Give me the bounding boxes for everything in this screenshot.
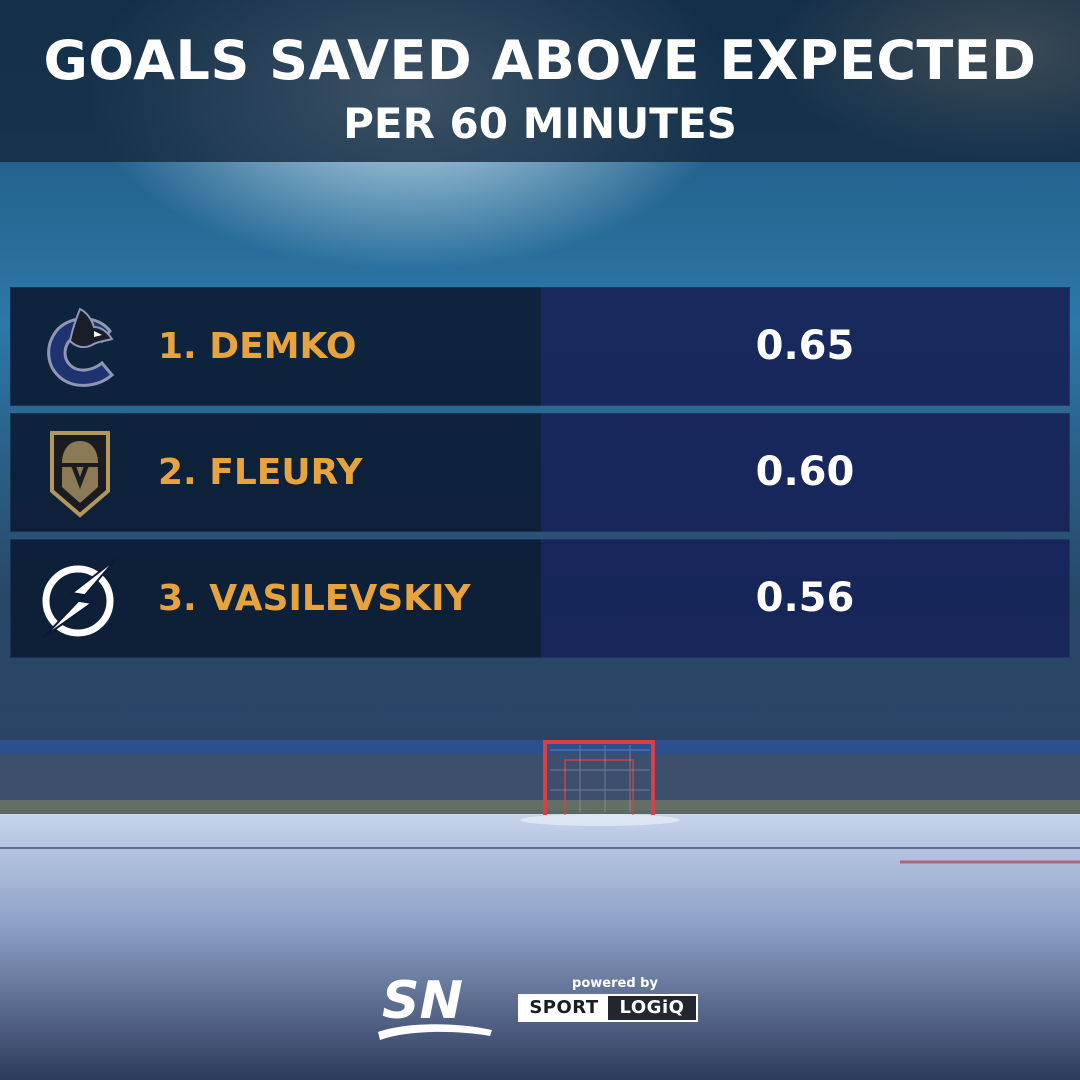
player-name: 1. DEMKO xyxy=(158,326,357,367)
table-row: 3. VASILEVSKIY 0.56 xyxy=(10,539,1070,658)
canucks-logo-icon xyxy=(32,301,128,393)
table-row: 2. FLEURY 0.60 xyxy=(10,413,1070,532)
header-banner: GOALS SAVED ABOVE EXPECTED PER 60 MINUTE… xyxy=(0,0,1080,162)
stat-value: 0.60 xyxy=(755,449,855,495)
table-row: 1. DEMKO 0.65 xyxy=(10,287,1070,406)
leaderboard-table: 1. DEMKO 0.65 2. FLEURY 0.60 3. VASILEVS… xyxy=(10,287,1070,665)
sportlogiq-word-logiq: LOGiQ xyxy=(608,996,696,1020)
powered-by-label: powered by xyxy=(572,976,658,991)
chart-subtitle: PER 60 MINUTES xyxy=(343,99,737,148)
player-name: 3. VASILEVSKIY xyxy=(158,578,471,619)
sportsnet-logo: SN xyxy=(378,971,492,1040)
chart-title: GOALS SAVED ABOVE EXPECTED xyxy=(43,29,1037,92)
player-name: 2. FLEURY xyxy=(158,452,363,493)
hockey-net xyxy=(543,740,655,815)
lightning-logo-icon xyxy=(32,553,128,645)
stat-value: 0.56 xyxy=(755,575,855,621)
sportsnet-logo-text: SN xyxy=(382,971,463,1031)
footer-branding: SN powered by SPORT LOGiQ xyxy=(0,960,1080,1080)
golden-knights-logo-icon xyxy=(32,427,128,519)
sportlogiq-word-sport: SPORT xyxy=(529,997,599,1018)
stat-value: 0.65 xyxy=(755,323,855,369)
sportlogiq-logo: SPORT LOGiQ xyxy=(518,994,698,1022)
